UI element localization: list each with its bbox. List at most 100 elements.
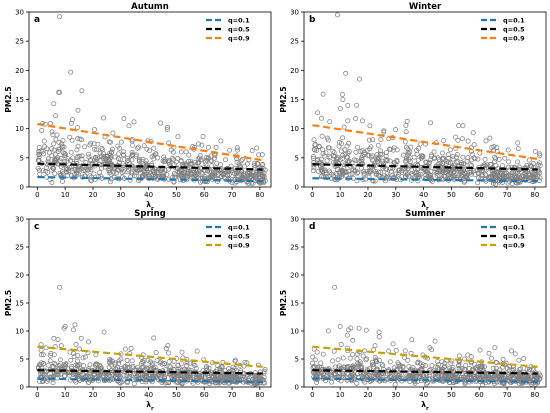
scatter-point <box>526 369 532 375</box>
x-tick-label: 50 <box>172 191 181 199</box>
scatter-point <box>131 381 137 387</box>
scatter-point <box>218 138 224 144</box>
scatter-point <box>149 154 155 160</box>
scatter-point <box>242 173 248 179</box>
scatter-point <box>440 167 446 173</box>
scatter-point <box>51 141 57 147</box>
scatter-point <box>59 141 65 147</box>
y-axis-label: PM2.5 <box>279 290 288 316</box>
scatter-point <box>364 366 370 372</box>
x-tick-label: 80 <box>255 191 264 199</box>
scatter-point <box>424 373 430 379</box>
scatter-point <box>414 170 420 176</box>
scatter-point <box>432 338 438 344</box>
x-tick-label: 20 <box>89 391 98 399</box>
scatter-point <box>76 369 82 375</box>
scatter-point <box>374 172 380 178</box>
scatter-point <box>403 144 409 150</box>
scatter-point <box>253 374 259 380</box>
scatter-point <box>357 359 363 365</box>
scatter-point <box>321 153 327 159</box>
scatter-point <box>435 364 441 370</box>
scatter-point <box>505 164 511 170</box>
legend-label: q=0.5 <box>503 26 525 34</box>
x-tick-label: 10 <box>336 391 345 399</box>
y-tick-label: 25 <box>290 244 299 252</box>
scatter-point <box>378 137 384 142</box>
scatter-point <box>404 152 410 158</box>
scatter-point <box>155 155 161 161</box>
x-tick-label: 20 <box>89 191 98 199</box>
scatter-point <box>399 167 405 173</box>
scatter-point <box>140 359 146 365</box>
scatter-point <box>367 372 373 378</box>
panel-letter: d <box>309 222 315 232</box>
scatter-point <box>390 341 396 347</box>
scatter-point <box>528 164 534 169</box>
scatter-point <box>57 146 63 152</box>
scatter-point <box>341 124 347 130</box>
scatter-point <box>152 170 158 176</box>
scatter-point <box>319 115 324 121</box>
scatter-point <box>204 364 209 369</box>
quantile-line-q01 <box>37 377 263 384</box>
scatter-point <box>403 157 409 163</box>
scatter-point <box>153 350 159 356</box>
scatter-point <box>533 172 539 178</box>
y-tick-label: 15 <box>15 300 24 308</box>
scatter-point <box>447 170 453 176</box>
scatter-point <box>405 170 411 176</box>
scatter-point <box>331 150 337 156</box>
scatter-point <box>165 343 171 349</box>
x-tick-label: 30 <box>391 191 400 199</box>
scatter-point <box>364 374 370 379</box>
scatter-point <box>130 142 136 148</box>
scatter-point <box>325 137 331 143</box>
quantile-line-q01 <box>37 175 263 183</box>
scatter-point <box>500 364 505 370</box>
scatter-point <box>39 128 45 133</box>
scatter-point <box>405 357 411 363</box>
scatter-point <box>221 174 227 180</box>
scatter-point <box>179 168 185 174</box>
scatter-point <box>202 174 208 180</box>
scatter-point <box>402 139 408 145</box>
scatter-point <box>251 381 257 387</box>
scatter-point <box>369 362 375 368</box>
scatter-point <box>154 358 160 364</box>
scatter-point <box>469 151 475 157</box>
scatter-point <box>443 373 449 379</box>
scatter-point <box>56 139 62 145</box>
scatter-point <box>244 161 250 167</box>
scatter-point <box>175 134 181 140</box>
scatter-point <box>231 377 237 383</box>
scatter-point <box>482 156 488 162</box>
scatter-point <box>493 181 499 187</box>
scatter-point <box>428 120 434 126</box>
scatter-point <box>63 361 69 367</box>
scatter-point <box>41 361 47 366</box>
scatter-point <box>310 168 316 174</box>
legend-label: q=0.9 <box>228 242 250 250</box>
scatter-point <box>532 148 538 154</box>
scatter-point <box>149 366 154 372</box>
scatter-point <box>415 157 421 163</box>
scatter-point <box>153 151 159 157</box>
scatter-point <box>339 156 345 162</box>
scatter-point <box>252 370 258 376</box>
scatter-point <box>162 157 168 162</box>
scatter-point <box>361 170 367 176</box>
scatter-point <box>331 159 336 165</box>
scatter-point <box>196 141 201 147</box>
scatter-point <box>327 119 333 125</box>
scatter-point <box>133 173 139 179</box>
scatter-point <box>91 171 97 177</box>
scatter-point <box>166 350 172 356</box>
scatter-point <box>229 368 235 374</box>
scatter-point <box>471 142 477 148</box>
scatter-point <box>438 375 444 381</box>
scatter-point <box>325 328 331 334</box>
scatter-point <box>140 167 146 173</box>
scatter-point <box>136 158 142 164</box>
scatter-point <box>515 146 521 152</box>
